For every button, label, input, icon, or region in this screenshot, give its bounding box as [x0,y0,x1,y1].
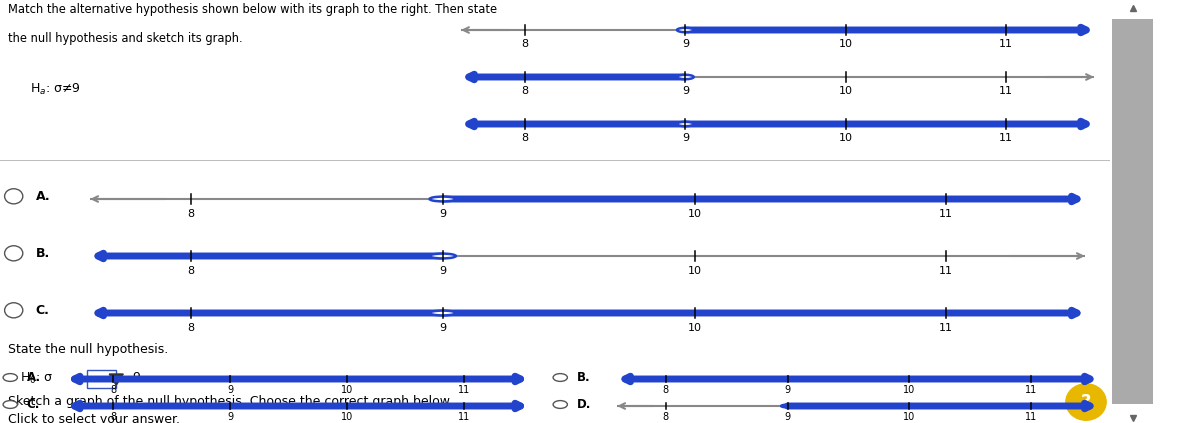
Circle shape [5,246,23,261]
FancyBboxPatch shape [86,370,116,388]
Text: 9: 9 [682,86,689,96]
Text: 9: 9 [439,209,446,219]
Circle shape [553,401,568,408]
Text: 9: 9 [682,39,689,49]
Circle shape [677,28,694,32]
Text: 11: 11 [1025,412,1037,422]
Text: ?: ? [1081,393,1091,411]
Text: the null hypothesis and sketch its graph.: the null hypothesis and sketch its graph… [8,32,242,45]
Text: 10: 10 [688,209,702,219]
Text: C.: C. [26,398,40,411]
Circle shape [4,401,17,408]
Text: 10: 10 [341,412,353,422]
Text: 8: 8 [110,412,116,422]
Text: 10: 10 [341,385,353,395]
Text: 9: 9 [785,412,791,422]
Circle shape [430,310,456,316]
Text: 8: 8 [187,209,194,219]
Text: Click to select your answer.: Click to select your answer. [8,413,180,423]
Polygon shape [109,374,124,385]
Circle shape [430,197,456,201]
Text: A.: A. [26,371,41,384]
Text: C.: C. [36,304,49,317]
Circle shape [781,378,794,380]
Text: 9: 9 [682,133,689,143]
Text: 11: 11 [458,412,470,422]
Text: 10: 10 [688,323,702,333]
Text: 11: 11 [998,133,1013,143]
Text: 10: 10 [688,266,702,276]
Circle shape [677,75,694,79]
Text: 11: 11 [940,266,953,276]
Text: Sketch a graph of the null hypothesis. Choose the correct graph below.: Sketch a graph of the null hypothesis. C… [8,395,452,408]
Text: 8: 8 [522,133,529,143]
Text: Match the alternative hypothesis shown below with its graph to the right. Then s: Match the alternative hypothesis shown b… [8,3,497,16]
Circle shape [677,122,694,126]
Text: 11: 11 [1025,385,1037,395]
Circle shape [1066,384,1106,420]
Text: 8: 8 [662,412,668,422]
Text: 11: 11 [998,86,1013,96]
Circle shape [224,378,236,380]
Text: 10: 10 [839,86,853,96]
Circle shape [430,254,456,258]
Text: 9: 9 [785,385,791,395]
Text: 8: 8 [187,266,194,276]
Text: 10: 10 [904,385,916,395]
Text: B.: B. [577,371,590,384]
Text: 8: 8 [522,39,529,49]
Text: A.: A. [36,190,50,203]
Text: 8: 8 [522,86,529,96]
Text: 10: 10 [839,133,853,143]
Circle shape [224,405,236,407]
Circle shape [781,405,794,407]
Text: 11: 11 [940,209,953,219]
Text: H$_0$: σ: H$_0$: σ [20,371,53,386]
Text: 10: 10 [839,39,853,49]
Text: 11: 11 [458,385,470,395]
Text: B.: B. [36,247,50,260]
Text: 8: 8 [187,323,194,333]
Text: State the null hypothesis.: State the null hypothesis. [8,343,168,356]
Text: 11: 11 [940,323,953,333]
Text: 9: 9 [227,385,233,395]
Circle shape [5,189,23,204]
Text: 8: 8 [110,385,116,395]
Text: 8: 8 [662,385,668,395]
Text: 11: 11 [998,39,1013,49]
Circle shape [4,374,17,382]
Text: D.: D. [577,398,592,411]
Text: 9: 9 [227,412,233,422]
Circle shape [553,374,568,382]
Text: 10: 10 [904,412,916,422]
Circle shape [5,303,23,318]
Text: 9: 9 [439,323,446,333]
Text: 9: 9 [439,266,446,276]
Text: H$_a$: σ≠9: H$_a$: σ≠9 [30,82,80,96]
Text: 9: 9 [132,371,140,384]
